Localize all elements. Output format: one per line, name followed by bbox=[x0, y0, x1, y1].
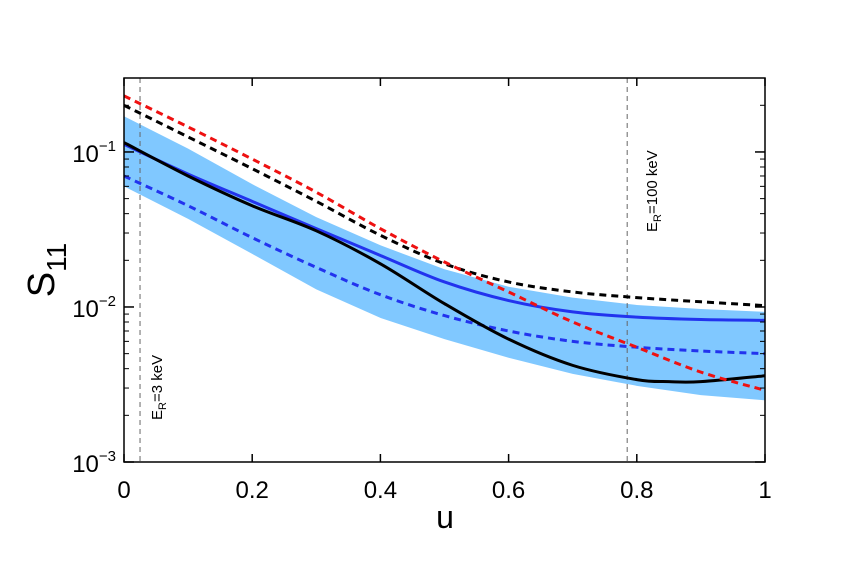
series-blue-dashed bbox=[124, 174, 765, 356]
vline-label-100kev-main: E bbox=[644, 222, 661, 232]
series-red-dashed bbox=[124, 94, 765, 392]
y-axis-title-main: S bbox=[21, 272, 63, 297]
x-tick-label-2: 0.4 bbox=[364, 477, 397, 504]
uncertainty-band bbox=[124, 116, 765, 401]
x-tick-label-4: 0.8 bbox=[620, 477, 653, 504]
vline-label-3kev-sub: R bbox=[157, 402, 169, 410]
x-tick-label-5: 1 bbox=[758, 477, 771, 504]
y-axis-title-sub: 11 bbox=[41, 243, 72, 272]
axis-ticks bbox=[123, 78, 766, 463]
y-tick-label-0: 10−3 bbox=[72, 448, 116, 478]
series-black-dashed bbox=[124, 103, 765, 308]
y-tick-label-2: 10−1 bbox=[72, 138, 116, 168]
plot-frame bbox=[123, 77, 766, 463]
vline-label-100kev: ER=100 keV bbox=[644, 150, 664, 232]
x-tick-label-1: 0.2 bbox=[236, 477, 269, 504]
x-tick-label-3: 0.6 bbox=[492, 477, 525, 504]
tick-labels: 0 0.2 0.4 0.6 0.8 1 10−3 10−2 10−1 bbox=[72, 138, 771, 504]
plot-area bbox=[124, 78, 765, 462]
series-black-solid bbox=[124, 141, 765, 384]
y-tick-label-1: 10−2 bbox=[72, 293, 116, 323]
vline-label-3kev-main: E bbox=[149, 410, 166, 420]
x-tick-label-0: 0 bbox=[117, 477, 130, 504]
vline-label-100kev-rest: =100 keV bbox=[644, 150, 661, 214]
x-axis-title: u bbox=[436, 499, 454, 535]
series-blue-solid bbox=[124, 142, 765, 322]
y-axis-title: S11 bbox=[21, 243, 72, 297]
vline-label-100kev-sub: R bbox=[652, 214, 664, 222]
vline-label-3kev: ER=3 keV bbox=[149, 355, 169, 420]
vline-label-3kev-rest: =3 keV bbox=[149, 355, 166, 402]
